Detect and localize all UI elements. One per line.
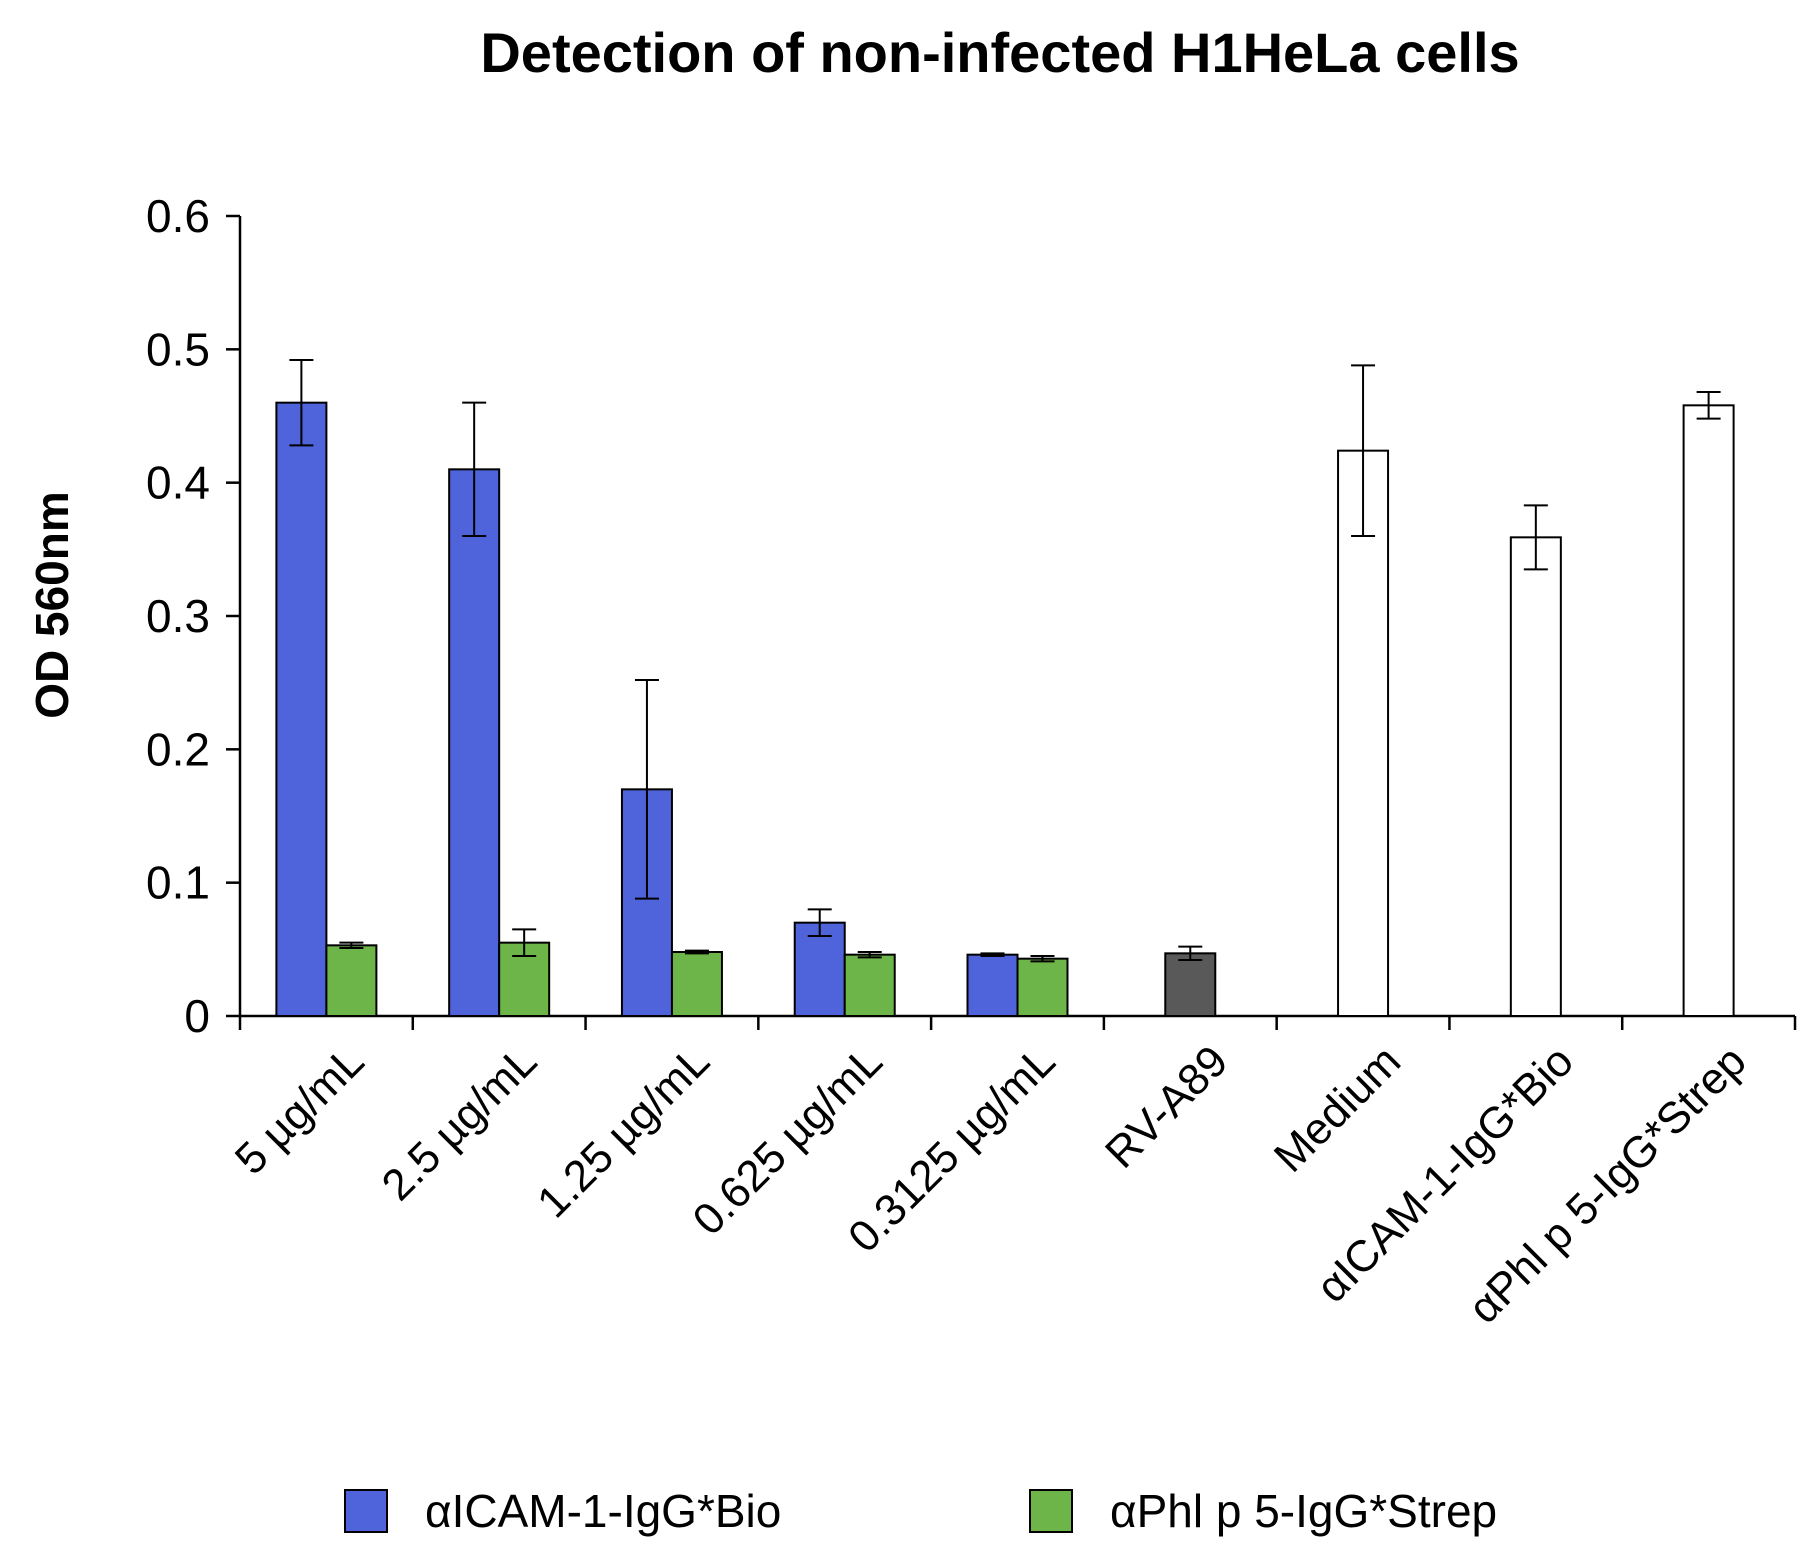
x-tick-label: RV-A89 <box>1096 1036 1237 1177</box>
legend-label: αPhl p 5-IgG*Strep <box>1110 1485 1497 1537</box>
x-tick-label: 1.25 µg/mL <box>528 1036 719 1227</box>
legend-label: αICAM-1-IgG*Bio <box>425 1485 781 1537</box>
bar <box>1337 449 1390 1017</box>
y-tick-label: 0.5 <box>146 323 210 375</box>
x-tick-labels: 5 µg/mL 2.5 µg/mL1.25 µg/mL0.625 µg/mL0.3… <box>226 1036 1756 1332</box>
legend-swatch <box>1029 1489 1073 1533</box>
y-tick-label: 0.6 <box>146 190 210 242</box>
bar <box>1164 952 1217 1017</box>
bar <box>1682 404 1735 1018</box>
bar <box>1509 536 1562 1017</box>
x-tick-label: 2.5 µg/mL <box>373 1036 547 1210</box>
y-tick-label: 0.3 <box>146 590 210 642</box>
error-bars-group <box>289 359 1721 963</box>
x-tick-label: 5 µg/mL <box>226 1036 374 1184</box>
legend-swatch <box>344 1489 388 1533</box>
bar <box>448 468 501 1018</box>
legend: αICAM-1-IgG*Bio αPhl p 5-IgG*Strep <box>344 1485 1497 1537</box>
y-axis-label: OD 560nm <box>26 491 78 719</box>
x-tick-label: Medium <box>1265 1036 1410 1181</box>
bar <box>793 921 846 1018</box>
bar <box>275 401 328 1017</box>
bar <box>1016 957 1069 1018</box>
x-axis <box>238 1014 1797 1030</box>
bar <box>670 951 723 1017</box>
y-tick-label: 0.2 <box>146 723 210 775</box>
y-tick-label: 0.4 <box>146 457 210 509</box>
y-tick-label: 0.1 <box>146 857 210 909</box>
chart-title: Detection of non-infected H1HeLa cells <box>480 21 1519 84</box>
bar <box>325 944 378 1017</box>
y-axis: 0 0.1 0.2 0.3 0.4 0.5 0.6 <box>146 190 242 1042</box>
bar <box>843 953 896 1018</box>
bars-group <box>275 401 1735 1018</box>
bar <box>966 953 1019 1018</box>
y-tick-label: 0 <box>184 990 210 1042</box>
